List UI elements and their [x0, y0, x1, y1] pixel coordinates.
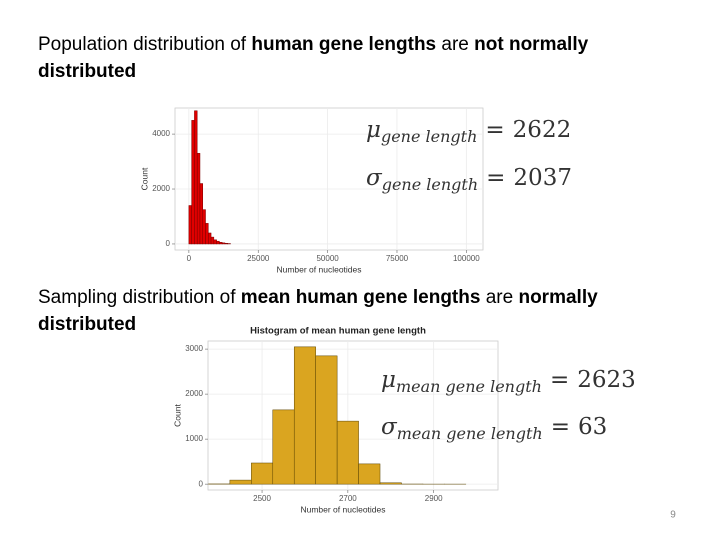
heading-segment: Sampling distribution of	[38, 287, 241, 308]
histogram-bar	[191, 120, 195, 245]
heading-segment: are	[480, 287, 518, 308]
histogram-bar	[315, 355, 338, 485]
heading-line: Population distribution of human gene le…	[38, 34, 589, 55]
x-tick-label: 100000	[453, 254, 480, 263]
x-tick-label: 2700	[339, 494, 357, 503]
histogram-bar	[251, 462, 274, 485]
chart-title: Histogram of mean human gene length	[250, 326, 426, 337]
formula-subscript: gene length	[382, 175, 478, 194]
histogram-bar	[224, 243, 228, 245]
x-tick-label: 50000	[316, 254, 339, 263]
histogram-bar	[336, 420, 359, 485]
heading-segment: are	[436, 34, 474, 55]
histogram-bar	[213, 239, 217, 245]
formula-symbol: σ	[366, 165, 383, 191]
formula-relation: =	[485, 117, 504, 143]
formula-subscript: gene length	[381, 127, 477, 146]
x-axis-label: Number of nucleotides	[276, 264, 361, 274]
x-tick-label: 0	[187, 254, 192, 263]
y-tick-label: 2000	[185, 389, 203, 398]
formula-symbol: μ	[366, 117, 381, 143]
formula-symbol: σ	[381, 414, 398, 440]
formula-relation: =	[551, 414, 570, 440]
formula: μmean gene length = 2623	[381, 367, 636, 396]
formula: μgene length = 2622	[366, 117, 571, 146]
heading-line: distributed	[38, 314, 136, 335]
histogram-bar	[219, 242, 223, 245]
histogram-bar	[210, 236, 215, 245]
histogram-bar	[188, 205, 192, 245]
histogram-bar	[272, 409, 295, 485]
y-tick-label: 0	[166, 239, 171, 248]
heading-segment: distributed	[38, 61, 136, 82]
y-tick-label: 4000	[152, 129, 170, 138]
x-axis-label: Number of nucleotides	[300, 504, 385, 514]
x-tick-label: 2900	[425, 494, 443, 503]
y-tick-label: 2000	[152, 184, 170, 193]
histogram-bar	[221, 242, 226, 245]
formula-symbol: μ	[381, 367, 396, 393]
heading-segment: human gene lengths	[251, 34, 436, 55]
histogram-bar	[194, 110, 198, 245]
y-tick-label: 0	[199, 479, 204, 488]
heading-line: distributed	[38, 61, 136, 82]
heading-segment: distributed	[38, 314, 136, 335]
histogram-bar	[199, 183, 203, 245]
formula: σmean gene length = 63	[381, 414, 607, 443]
page-number: 9	[670, 510, 676, 521]
heading-segment: normally	[518, 287, 598, 308]
x-tick-label: 25000	[247, 254, 270, 263]
y-axis-label: Count	[172, 404, 182, 427]
histogram-bar	[202, 209, 206, 245]
histogram-bar	[358, 463, 381, 485]
formula-subscript: mean gene length	[397, 424, 543, 443]
histogram-bar	[229, 479, 252, 485]
x-tick-label: 2500	[253, 494, 271, 503]
heading-segment: mean human gene lengths	[241, 287, 481, 308]
formula: σgene length = 2037	[366, 165, 572, 194]
formula-relation: =	[550, 367, 569, 393]
histogram-bar	[196, 153, 201, 245]
formula-value: 2623	[577, 367, 636, 393]
plot-panel	[174, 107, 484, 251]
histogram-bar	[205, 223, 209, 245]
formula-value: 2037	[513, 165, 572, 191]
heading-segment: Population distribution of	[38, 34, 251, 55]
formula-subscript: mean gene length	[396, 377, 542, 396]
y-tick-label: 1000	[185, 434, 203, 443]
histogram-bar	[293, 346, 316, 485]
histogram-bar	[379, 482, 402, 485]
y-axis-label: Count	[139, 167, 149, 190]
formula-relation: =	[486, 165, 505, 191]
heading-segment: not normally	[474, 34, 588, 55]
histogram-bar	[208, 232, 212, 245]
y-tick-label: 3000	[185, 344, 203, 353]
histogram-bar	[216, 240, 220, 245]
heading-line: Sampling distribution of mean human gene…	[38, 287, 598, 308]
x-tick-label: 75000	[386, 254, 409, 263]
formula-value: 2622	[513, 117, 572, 143]
formula-value: 63	[578, 414, 607, 440]
